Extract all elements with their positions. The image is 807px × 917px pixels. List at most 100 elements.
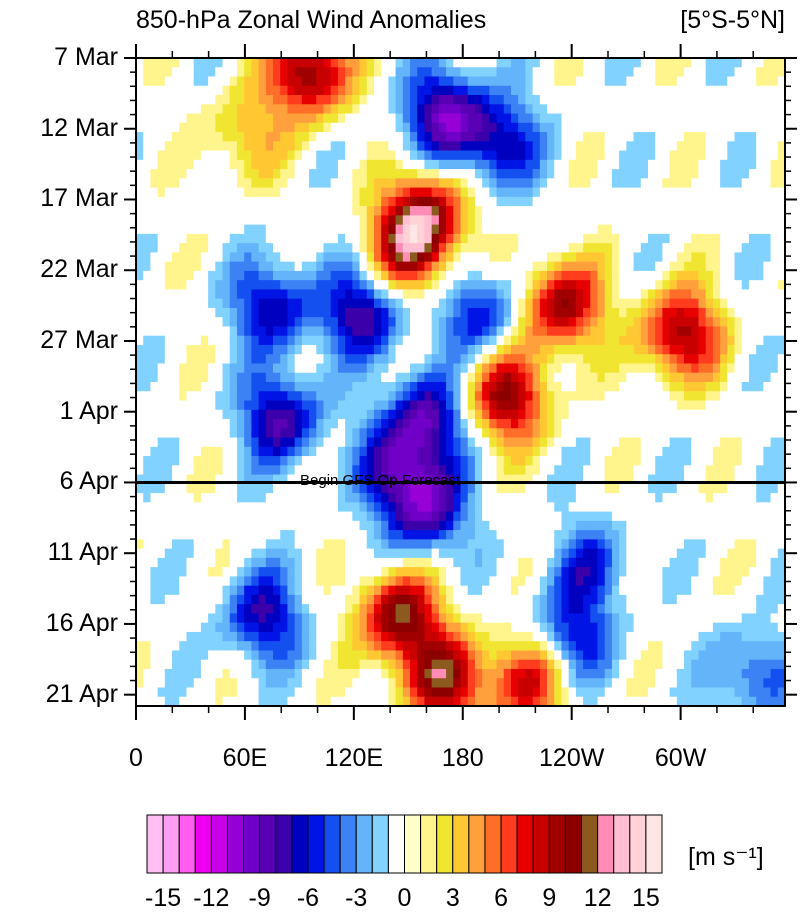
field-cell bbox=[244, 474, 252, 485]
field-cell bbox=[691, 391, 700, 402]
field-cell bbox=[431, 141, 440, 152]
field-cell bbox=[626, 233, 635, 244]
field-cell bbox=[446, 382, 454, 392]
field-cell bbox=[532, 539, 541, 550]
field-cell bbox=[316, 289, 325, 300]
field-cell bbox=[251, 567, 260, 577]
field-cell bbox=[712, 326, 721, 337]
field-cell bbox=[554, 437, 563, 448]
field-cell bbox=[741, 196, 750, 207]
field-cell bbox=[647, 196, 656, 207]
field-cell bbox=[669, 95, 678, 105]
field-cell bbox=[575, 169, 584, 179]
field-cell bbox=[619, 344, 627, 355]
field-cell bbox=[446, 67, 454, 78]
field-cell bbox=[712, 233, 721, 244]
field-cell bbox=[251, 539, 260, 550]
field-cell bbox=[294, 196, 303, 207]
field-cell bbox=[568, 233, 577, 244]
field-cell bbox=[532, 493, 541, 503]
field-cell bbox=[489, 233, 498, 244]
field-cell bbox=[770, 85, 779, 96]
field-cell bbox=[510, 363, 519, 374]
field-cell bbox=[388, 474, 397, 485]
field-cell bbox=[720, 465, 728, 476]
field-cell bbox=[777, 317, 786, 328]
field-cell bbox=[446, 363, 454, 374]
field-cell bbox=[597, 530, 606, 540]
field-cell bbox=[691, 85, 700, 96]
field-cell bbox=[446, 243, 454, 253]
field-cell bbox=[547, 520, 555, 531]
field-cell bbox=[590, 548, 599, 559]
field-cell bbox=[446, 502, 454, 513]
field-cell bbox=[561, 539, 570, 550]
field-cell bbox=[431, 354, 440, 365]
field-cell bbox=[482, 67, 490, 78]
field-cell bbox=[200, 557, 209, 568]
field-cell bbox=[323, 187, 332, 198]
field-cell bbox=[575, 298, 584, 309]
field-cell bbox=[438, 456, 447, 466]
field-cell bbox=[662, 122, 671, 133]
field-cell bbox=[474, 150, 483, 161]
field-cell bbox=[164, 483, 173, 494]
field-cell bbox=[410, 437, 418, 448]
field-cell bbox=[294, 483, 303, 494]
field-cell bbox=[518, 446, 526, 457]
field-cell bbox=[323, 400, 332, 411]
field-cell bbox=[265, 187, 274, 198]
field-cell bbox=[388, 446, 397, 457]
field-cell bbox=[208, 252, 216, 263]
field-cell bbox=[417, 215, 426, 226]
field-cell bbox=[698, 224, 707, 235]
field-cell bbox=[316, 363, 325, 374]
field-cell bbox=[669, 104, 678, 115]
field-cell bbox=[359, 317, 368, 328]
field-cell bbox=[691, 298, 700, 309]
field-cell bbox=[157, 132, 166, 142]
field-cell bbox=[309, 307, 317, 318]
field-cell bbox=[136, 289, 144, 300]
field-cell bbox=[280, 169, 289, 179]
field-cell bbox=[410, 67, 418, 78]
field-cell bbox=[568, 159, 577, 170]
field-cell bbox=[381, 122, 389, 133]
field-cell bbox=[431, 567, 440, 577]
field-cell bbox=[489, 270, 498, 281]
field-cell bbox=[756, 122, 764, 133]
field-cell bbox=[626, 178, 635, 189]
field-cell bbox=[337, 372, 346, 383]
field-cell bbox=[539, 206, 548, 216]
field-cell bbox=[323, 270, 332, 281]
field-cell bbox=[236, 132, 245, 142]
field-cell bbox=[309, 67, 317, 78]
field-cell bbox=[193, 354, 202, 365]
field-cell bbox=[402, 437, 411, 448]
field-cell bbox=[770, 150, 779, 161]
field-cell bbox=[164, 567, 173, 577]
field-cell bbox=[229, 520, 238, 531]
field-cell bbox=[208, 326, 216, 337]
field-cell bbox=[388, 280, 397, 291]
field-cell bbox=[280, 67, 289, 78]
field-cell bbox=[143, 261, 152, 272]
field-cell bbox=[359, 354, 368, 365]
field-cell bbox=[417, 530, 426, 540]
field-cell bbox=[720, 326, 728, 337]
field-cell bbox=[568, 289, 577, 300]
field-cell bbox=[561, 85, 570, 96]
field-cell bbox=[705, 243, 714, 253]
field-cell bbox=[532, 187, 541, 198]
field-cell bbox=[193, 307, 202, 318]
field-cell bbox=[438, 122, 447, 133]
field-cell bbox=[229, 493, 238, 503]
field-cell bbox=[727, 382, 736, 392]
field-cell bbox=[236, 58, 245, 68]
field-cell bbox=[583, 409, 591, 420]
field-cell bbox=[684, 354, 692, 365]
field-cell bbox=[467, 335, 476, 346]
field-cell bbox=[424, 289, 433, 300]
field-cell bbox=[258, 169, 267, 179]
field-cell bbox=[200, 261, 209, 272]
